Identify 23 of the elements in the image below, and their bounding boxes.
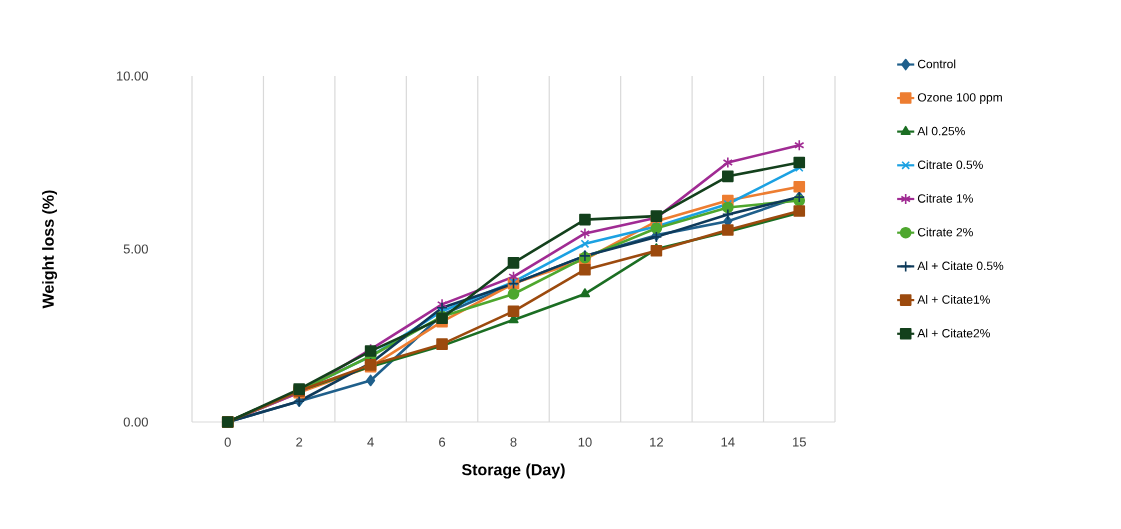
x-axis-title: Storage (Day) [461, 463, 565, 479]
x-tick-label: 12 [650, 437, 663, 447]
x-tick-label: 8 [510, 437, 517, 447]
x-tick-label: 2 [296, 437, 303, 447]
legend-label: Ozone 100 ppm [917, 93, 1002, 104]
legend-label: Al 0.25% [917, 126, 965, 136]
y-tick-label: 5.00 [123, 244, 148, 254]
legend-label: Citrate 0.5% [917, 160, 983, 170]
legend-label: Al + Citate1% [917, 294, 990, 304]
x-tick-label: 6 [439, 437, 446, 447]
x-tick-label: 4 [367, 437, 374, 447]
x-tick-label: 10 [578, 437, 592, 447]
legend-label: Control [917, 59, 956, 69]
x-tick-label: 14 [721, 437, 735, 447]
legend-label: Al + Citate2% [917, 328, 990, 338]
x-tick-label: 15 [793, 437, 806, 447]
legend-label: Al + Citate 0.5% [917, 261, 1004, 271]
y-tick-label: 0.00 [123, 417, 148, 427]
y-axis-title: Weight loss (%) [42, 190, 58, 309]
legend-label: Citrate 2% [917, 227, 973, 237]
legend-label: Citrate 1% [917, 193, 973, 203]
y-tick-label: 10.00 [116, 71, 148, 81]
x-tick-label: 0 [224, 437, 231, 447]
